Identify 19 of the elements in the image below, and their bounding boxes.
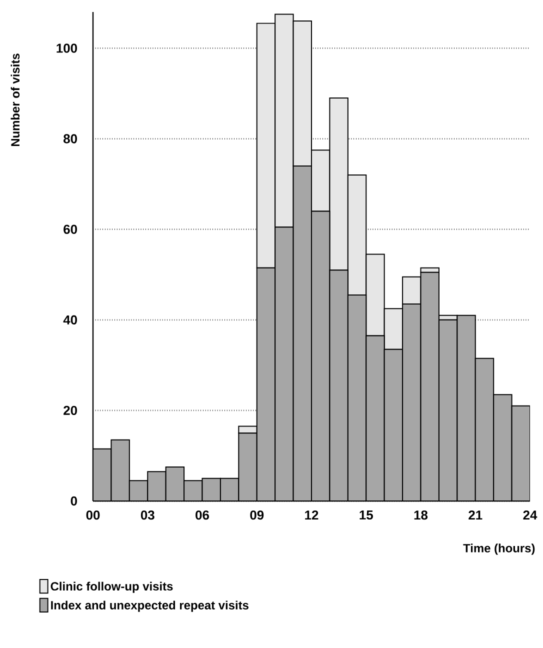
- x-tick-label: 12: [305, 510, 318, 520]
- y-tick-label: 0: [70, 496, 77, 506]
- x-tick-label: 18: [414, 510, 428, 520]
- x-tick-label: 21: [468, 510, 482, 520]
- y-tick-label: 80: [64, 134, 77, 144]
- legend-label: Clinic follow-up visits: [50, 582, 173, 593]
- x-tick-label: 03: [140, 510, 154, 520]
- y-tick-label: 100: [56, 44, 77, 53]
- legend-label: Index and unexpected repeat visits: [51, 600, 248, 612]
- y-axis-title: Number of visits: [10, 54, 20, 146]
- x-tick-label: 00: [86, 510, 100, 520]
- x-tick-label: 24: [523, 510, 538, 520]
- x-axis-title: Time (hours): [463, 544, 535, 555]
- y-tick-label: 60: [64, 224, 77, 234]
- x-tick-label: 09: [250, 510, 264, 520]
- y-tick-label: 40: [63, 315, 77, 324]
- y-tick-label: 20: [64, 406, 77, 416]
- x-tick-label: 06: [196, 510, 209, 520]
- x-tick-label: 15: [360, 510, 373, 520]
